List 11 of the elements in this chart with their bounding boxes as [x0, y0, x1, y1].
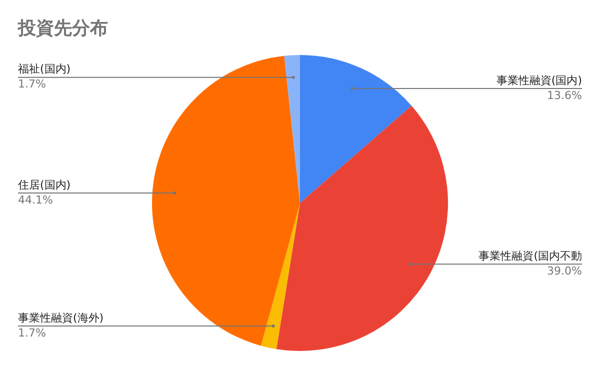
- data-label: 44.1%: [18, 193, 53, 206]
- data-label: 39.0%: [547, 264, 582, 278]
- slice-label: 事業性融資(海外): [18, 311, 104, 324]
- slice-label: 事業性融資(国内): [496, 74, 582, 87]
- data-label: 1.7%: [18, 326, 46, 340]
- slice-label: 事業性融資(国内不動: [478, 249, 582, 262]
- data-label: 13.6%: [547, 88, 582, 102]
- slice-label: 福祉(国内): [18, 62, 71, 76]
- slice-label: 住居(国内): [18, 178, 71, 192]
- chart-title: 投資先分布: [18, 17, 108, 40]
- data-label: 1.7%: [18, 78, 46, 91]
